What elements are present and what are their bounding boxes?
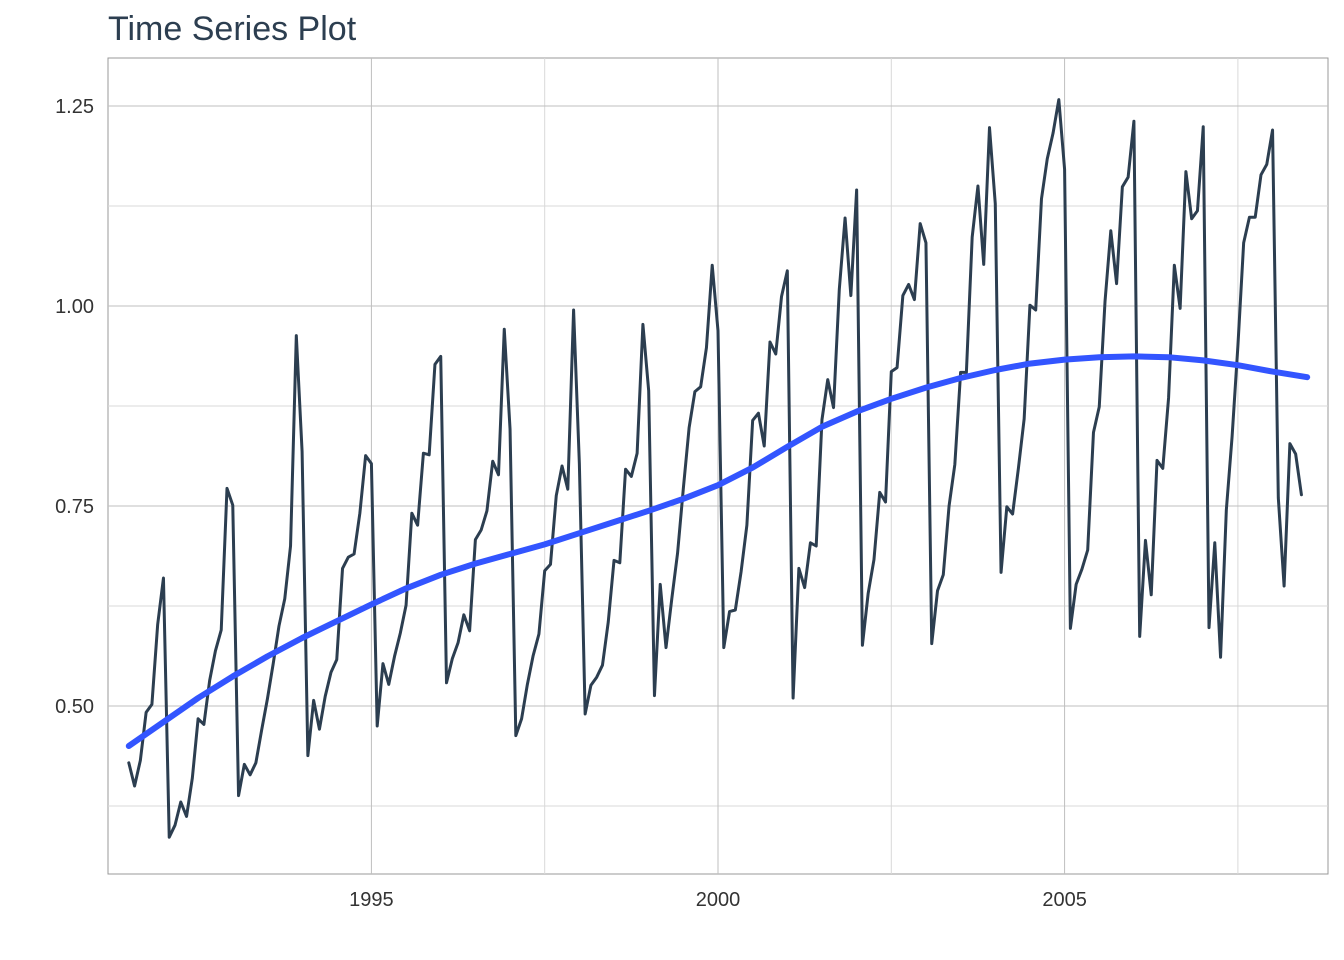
raw-series-line [127,98,1303,839]
x-tick-label: 2000 [696,889,741,911]
y-tick-label: 0.75 [55,496,94,518]
series-layer [125,98,1311,839]
chart-title: Time Series Plot [108,10,357,48]
y-tick-label: 1.00 [55,296,94,318]
y-tick-label: 1.25 [55,96,94,118]
tick-labels: 0.50 0.75 1.00 1.25 1995 2000 2005 [55,96,1087,911]
smooth-trend-line [125,353,1311,749]
x-tick-label: 1995 [349,889,394,911]
grid-lines [108,58,1328,874]
x-tick-label: 2005 [1042,889,1087,911]
y-tick-label: 0.50 [55,696,94,718]
